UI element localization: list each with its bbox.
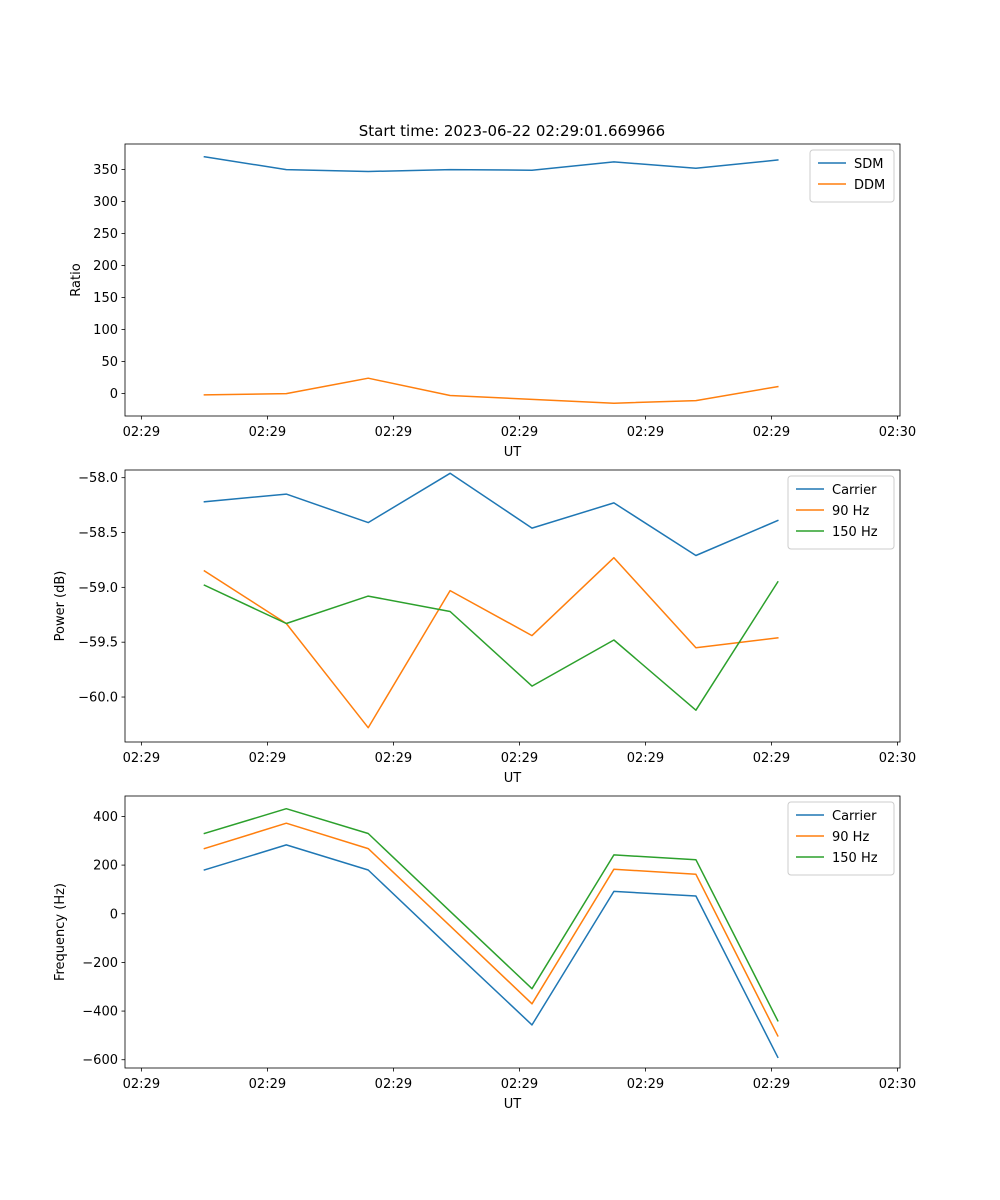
series-line-150-hz — [203, 807, 779, 1022]
x-axis-label: UT — [504, 1097, 522, 1112]
x-tick-label: 02:29 — [375, 1077, 412, 1092]
x-tick-label: 02:29 — [753, 425, 790, 440]
y-tick-label: −60.0 — [78, 691, 118, 706]
y-tick-label: −58.5 — [78, 526, 118, 541]
y-axis-label: Power (dB) — [53, 571, 68, 642]
series-line-sdm — [203, 155, 779, 173]
plot-frame — [124, 795, 901, 1069]
x-tick-label: 02:29 — [753, 1077, 790, 1092]
chart-panel-2: −60.0 −59.5 −59.0 −58.5 −58.0 02:29 02:29 02:29… — [53, 469, 916, 786]
legend-label: Carrier — [832, 809, 877, 824]
series-line-150-hz — [203, 580, 779, 711]
y-tick-label: 350 — [93, 163, 118, 178]
legend-label: SDM — [854, 157, 883, 172]
y-axis-label: Ratio — [69, 263, 84, 296]
y-tick-label: −200 — [82, 956, 118, 971]
legend-label: Carrier — [832, 483, 877, 498]
x-tick-label: 02:29 — [123, 1077, 160, 1092]
chart-panel-1: 0 50 100 150 200 250 300 350 02:29 02:29 02:29 02:2… — [69, 143, 916, 460]
y-tick-label: 400 — [93, 810, 118, 825]
series-line-carrier — [203, 844, 779, 1059]
y-tick-label: −58.0 — [78, 471, 118, 486]
x-tick-label: 02:30 — [879, 425, 916, 440]
figure-title: Start time: 2023-06-22 02:29:01.669966 — [359, 122, 665, 140]
y-tick-label: 50 — [101, 355, 118, 370]
plot-frame — [124, 143, 901, 417]
series-line-90-hz — [203, 556, 779, 729]
y-axis-label: Frequency (Hz) — [53, 883, 68, 981]
y-tick-label: 250 — [93, 227, 118, 242]
y-tick-label: 300 — [93, 195, 118, 210]
x-tick-label: 02:29 — [501, 751, 538, 766]
legend: Carrier 90 Hz 150 Hz — [787, 475, 895, 550]
series-line-carrier — [203, 472, 779, 557]
y-tick-label: 200 — [93, 259, 118, 274]
x-tick-label: 02:29 — [627, 425, 664, 440]
legend-label: 150 Hz — [832, 851, 878, 866]
x-tick-label: 02:29 — [375, 751, 412, 766]
x-tick-label: 02:29 — [375, 425, 412, 440]
x-tick-label: 02:29 — [123, 751, 160, 766]
x-tick-label: 02:29 — [249, 425, 286, 440]
y-tick-label: 200 — [93, 859, 118, 874]
x-axis-label: UT — [504, 771, 522, 786]
legend-label: 90 Hz — [832, 504, 869, 519]
series-line-90-hz — [203, 822, 779, 1037]
y-tick-label: 150 — [93, 291, 118, 306]
y-tick-label: −400 — [82, 1005, 118, 1020]
x-tick-label: 02:29 — [627, 1077, 664, 1092]
y-tick-label: −600 — [82, 1053, 118, 1068]
legend-label: DDM — [854, 178, 885, 193]
x-tick-label: 02:29 — [249, 751, 286, 766]
x-tick-label: 02:29 — [123, 425, 160, 440]
y-tick-label: 0 — [110, 387, 118, 402]
x-tick-label: 02:30 — [879, 1077, 916, 1092]
legend: SDM DDM — [809, 149, 895, 203]
x-tick-label: 02:29 — [753, 751, 790, 766]
plot-frame — [124, 469, 901, 743]
y-tick-label: 100 — [93, 323, 118, 338]
legend-label: 90 Hz — [832, 830, 869, 845]
series-line-ddm — [203, 377, 779, 404]
y-tick-label: −59.0 — [78, 581, 118, 596]
x-tick-label: 02:29 — [249, 1077, 286, 1092]
legend-label: 150 Hz — [832, 525, 878, 540]
x-tick-label: 02:29 — [501, 1077, 538, 1092]
legend: Carrier 90 Hz 150 Hz — [787, 801, 895, 876]
x-tick-label: 02:29 — [501, 425, 538, 440]
chart-panel-3: −600 −400 −200 0 200 400 02:29 02:29 02:29 02:29 0… — [53, 795, 916, 1112]
x-axis-label: UT — [504, 445, 522, 460]
y-tick-label: 0 — [110, 907, 118, 922]
y-tick-label: −59.5 — [78, 636, 118, 651]
x-tick-label: 02:30 — [879, 751, 916, 766]
x-tick-label: 02:29 — [627, 751, 664, 766]
